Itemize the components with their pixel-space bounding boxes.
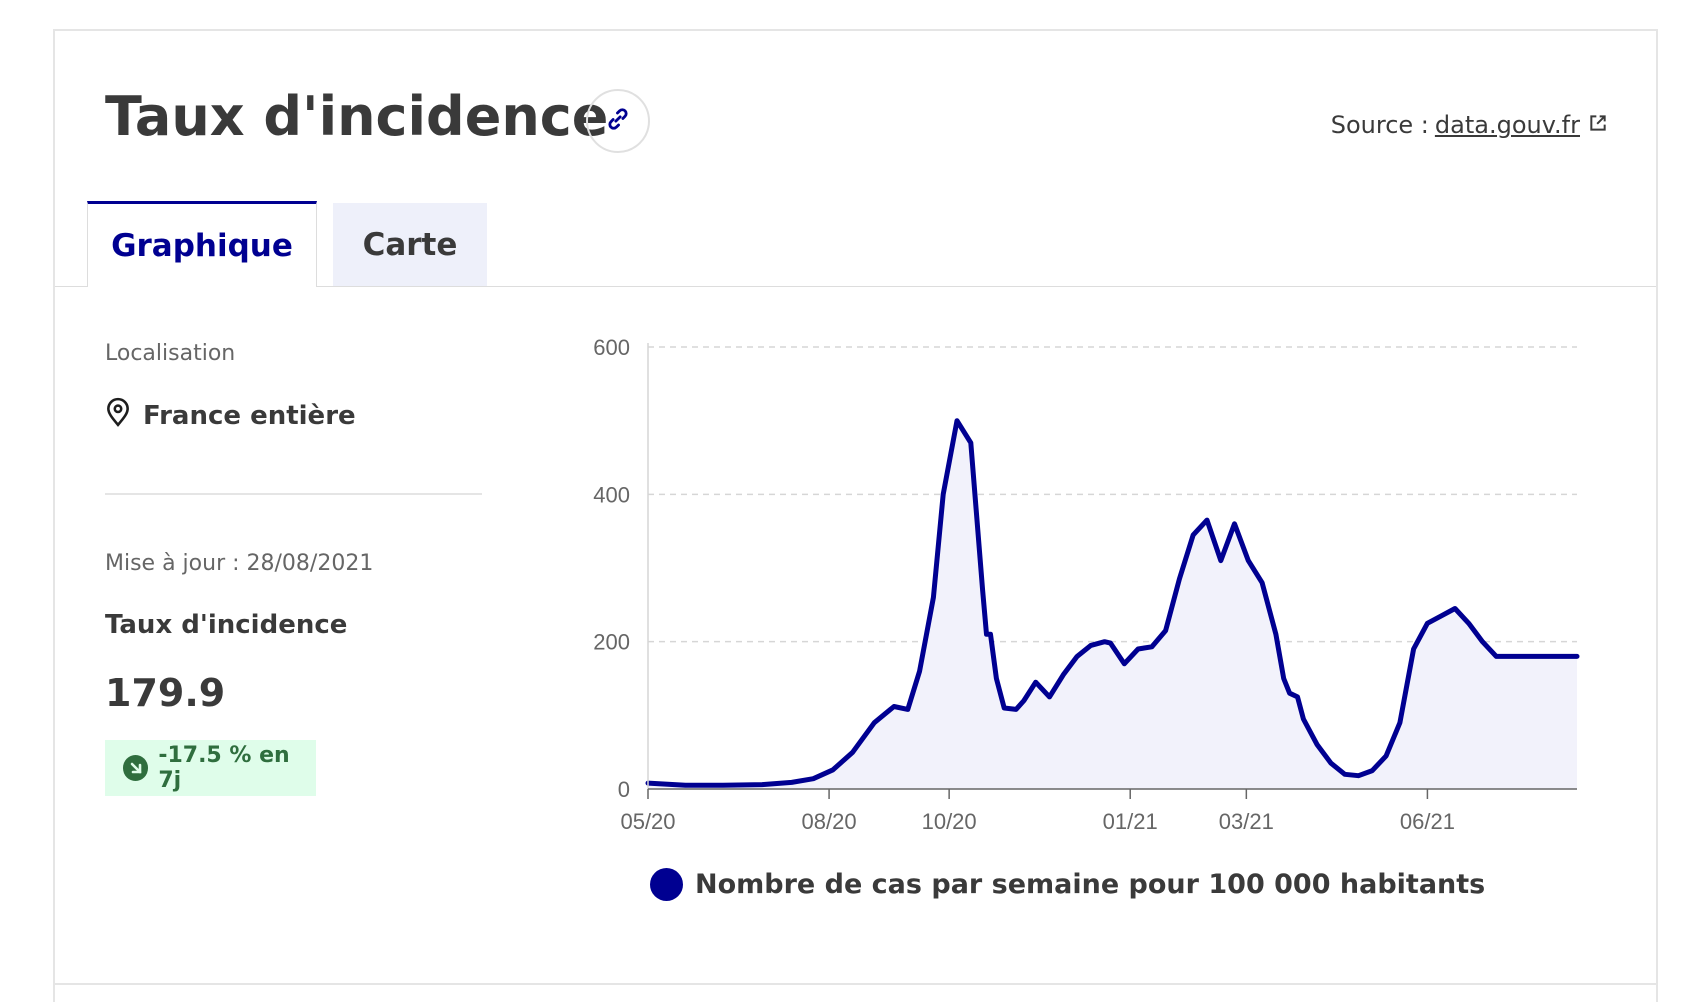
trend-badge: -17.5 % en 7j <box>105 740 316 796</box>
location-selector[interactable]: France entière <box>105 397 356 434</box>
copy-link-button[interactable] <box>586 89 650 153</box>
location-value: France entière <box>143 400 356 431</box>
tabs-divider <box>55 286 1656 287</box>
map-pin-icon <box>105 397 131 434</box>
location-label: Localisation <box>105 341 236 366</box>
tab-carte[interactable]: Carte <box>333 203 487 286</box>
legend-label: Nombre de cas par semaine pour 100 000 h… <box>695 869 1486 900</box>
trend-text: -17.5 % en 7j <box>158 743 290 793</box>
source-attribution: Source : data.gouv.fr <box>1331 111 1608 139</box>
tab-bar: Graphique Carte <box>87 201 487 287</box>
source-prefix: Source : <box>1330 111 1429 139</box>
source-link-text: data.gouv.fr <box>1434 111 1580 139</box>
metric-label: Taux d'incidence <box>105 610 348 640</box>
page-title: Taux d'incidence <box>105 85 609 148</box>
arrow-down-right-icon <box>123 755 149 781</box>
chart-legend[interactable]: Nombre de cas par semaine pour 100 000 h… <box>650 868 1485 901</box>
source-link[interactable]: data.gouv.fr <box>1435 111 1608 139</box>
update-date: Mise à jour : 28/08/2021 <box>105 551 374 576</box>
legend-swatch <box>650 868 683 901</box>
external-link-icon <box>1588 111 1608 139</box>
card-bottom-divider <box>53 983 1658 985</box>
link-icon <box>605 106 631 136</box>
tab-graphique[interactable]: Graphique <box>87 201 317 287</box>
incidence-card: Taux d'incidence Source : data.gouv.fr G… <box>53 29 1658 1002</box>
sidebar-divider <box>105 493 482 495</box>
metric-value: 179.9 <box>105 671 226 715</box>
